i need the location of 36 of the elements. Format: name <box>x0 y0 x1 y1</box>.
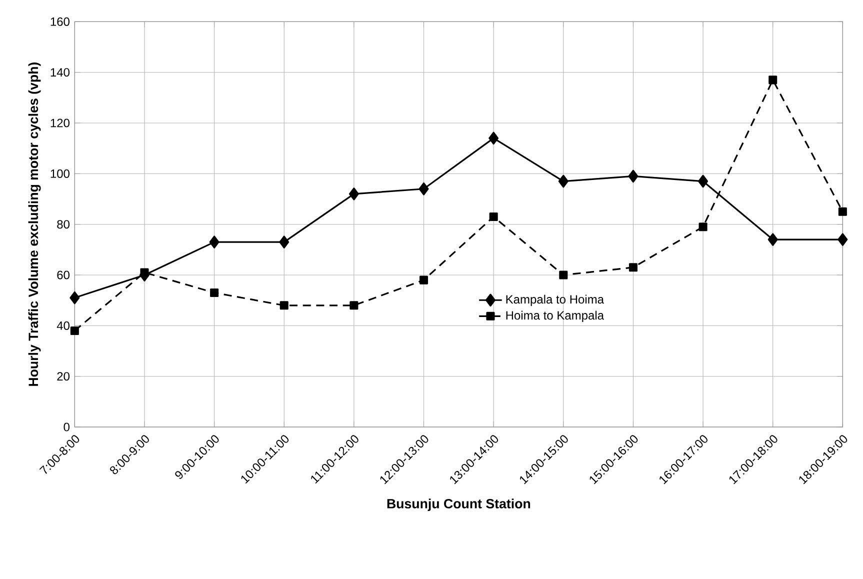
point <box>350 301 358 310</box>
point <box>628 263 638 272</box>
y-tick-label: 60 <box>57 270 70 280</box>
point <box>210 288 219 297</box>
point <box>488 132 499 145</box>
y-axis-title: Hourly Traffic Volume excluding motor cycles (vph) <box>28 62 41 386</box>
point <box>348 188 359 200</box>
point <box>628 170 638 183</box>
point <box>70 326 79 335</box>
point <box>279 236 290 248</box>
x-axis-title: Busunju Count Station <box>387 498 530 512</box>
point <box>558 174 568 188</box>
point <box>838 207 847 216</box>
point <box>838 233 848 246</box>
y-tick-label: 100 <box>50 169 70 178</box>
point <box>418 182 429 196</box>
legend-label: Kampala to Hoima <box>506 294 604 306</box>
point <box>280 301 288 310</box>
point <box>559 270 568 280</box>
y-tick-label: 0 <box>64 422 70 432</box>
y-tick-label: 120 <box>50 118 70 128</box>
point <box>768 233 778 246</box>
y-tick-label: 160 <box>50 17 70 26</box>
legend-label: Hoima to Kampala <box>506 310 604 322</box>
point <box>698 222 708 232</box>
point <box>70 291 80 304</box>
point <box>698 174 708 188</box>
y-tick-label: 140 <box>50 68 70 77</box>
point <box>768 76 778 84</box>
y-tick-label: 40 <box>56 321 70 330</box>
y-tick-label: 20 <box>57 372 70 381</box>
y-tick-label: 80 <box>57 220 70 229</box>
point <box>209 236 220 248</box>
point <box>419 276 428 284</box>
point <box>489 212 498 221</box>
point <box>140 268 149 277</box>
